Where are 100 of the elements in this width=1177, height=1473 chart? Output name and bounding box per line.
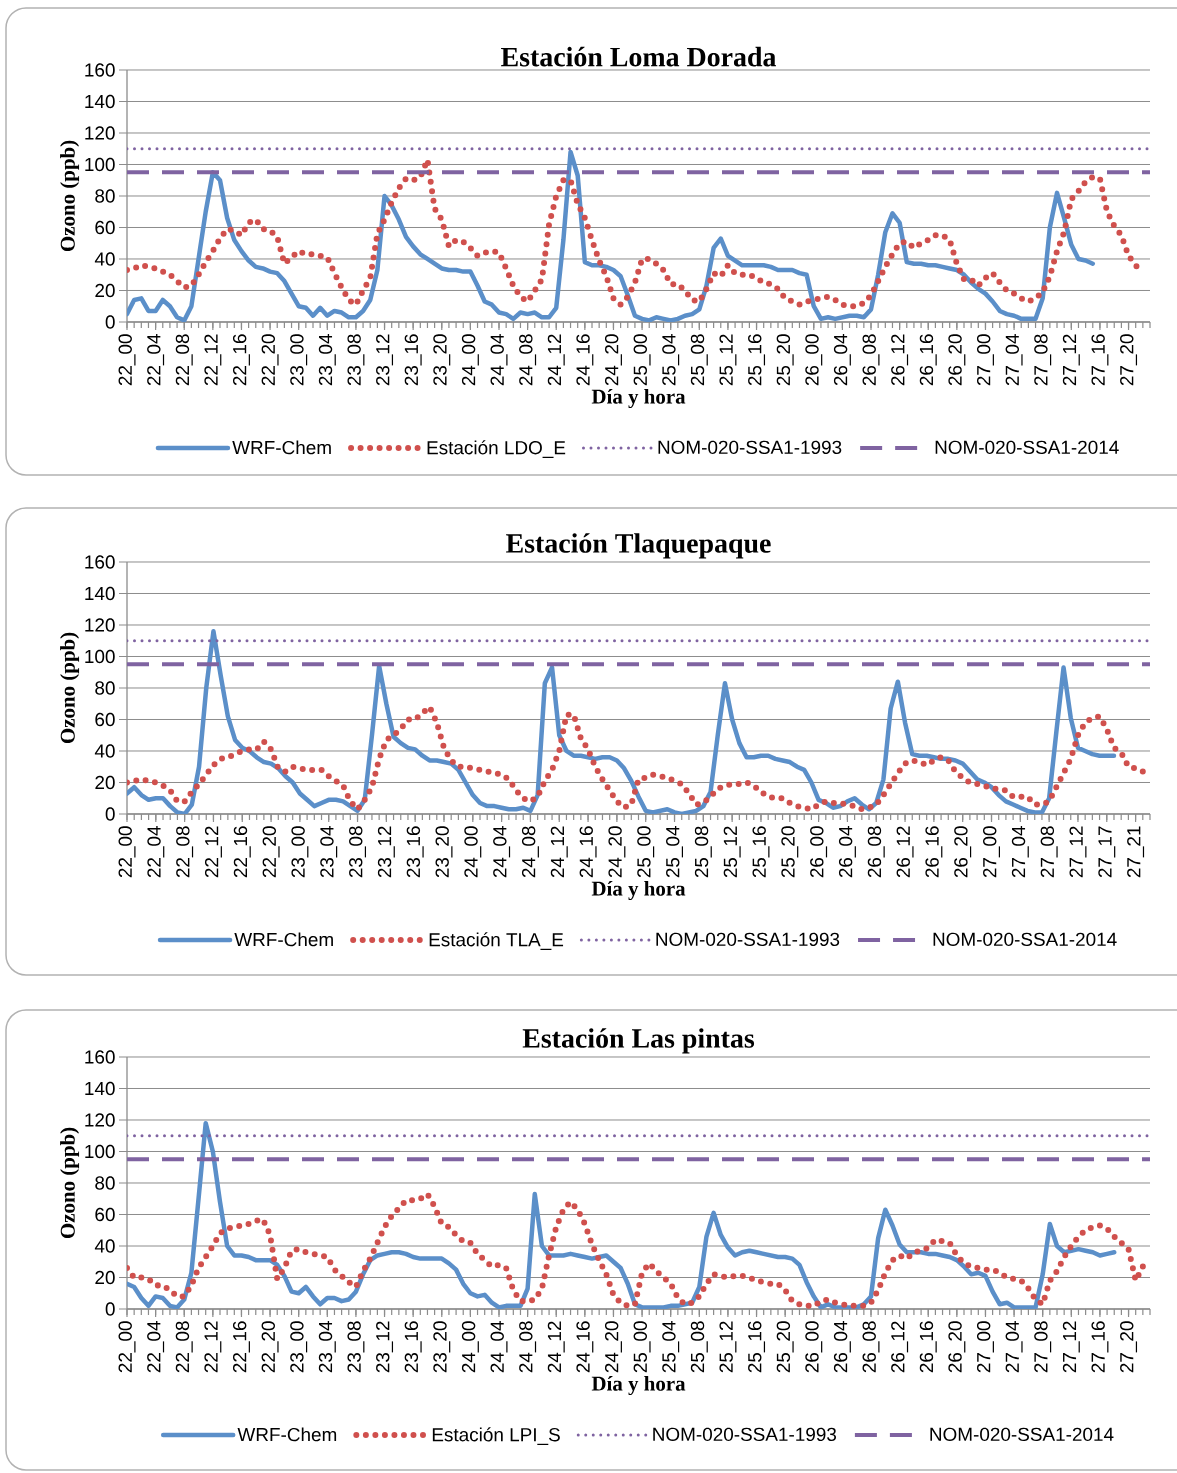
- y-tick-label: 40: [94, 1239, 115, 1253]
- x-tick-label: 25_20: [781, 826, 799, 878]
- x-tick-label: 23_04: [318, 334, 336, 386]
- x-tick-label: 27_17: [1098, 826, 1116, 878]
- x-tick-label: 27_16: [1091, 1321, 1109, 1373]
- y-tick-label: 40: [94, 252, 115, 266]
- y-tick-label: 100: [85, 157, 115, 172]
- x-tick-label: 25_00: [637, 826, 655, 878]
- x-tick-label: 23_08: [347, 1321, 365, 1373]
- x-tick-label: 23_08: [349, 826, 367, 878]
- y-tick-label: 60: [95, 712, 115, 727]
- x-tick-label: 27_04: [1005, 334, 1023, 386]
- y-tick-label: 20: [95, 775, 115, 790]
- x-tick-label: 23_16: [404, 334, 422, 386]
- x-tick-label: 27_04: [1011, 826, 1029, 878]
- x-tick-label: 22_04: [147, 1321, 165, 1373]
- x-tick-label: 24_16: [576, 1321, 594, 1373]
- x-tick-label: 22_16: [232, 334, 250, 386]
- x-tick-label: 26_04: [838, 826, 856, 878]
- x-tick-label: 24_08: [519, 1321, 537, 1373]
- y-tick-label: 140: [85, 1081, 115, 1096]
- x-tick-label: 25_00: [633, 1321, 651, 1373]
- x-tick-label: 27_20: [1120, 334, 1138, 386]
- x-tick-label: 23_16: [406, 826, 424, 878]
- x-tick-label: 27_00: [976, 334, 994, 386]
- x-tick-label: 23_20: [433, 334, 451, 386]
- x-tick-label: 23_12: [376, 1321, 394, 1373]
- y-tick-label: 0: [105, 315, 115, 329]
- x-tick-label: 23_20: [435, 826, 453, 878]
- x-tick-label: 24_20: [604, 334, 622, 386]
- x-tick-label: 24_00: [461, 1321, 479, 1373]
- x-tick-label: 24_04: [490, 334, 508, 386]
- x-tick-label: 27_12: [1062, 1321, 1080, 1373]
- x-tick-label: 25_08: [694, 826, 712, 878]
- y-axis-title: Ozono (ppb): [60, 632, 80, 744]
- x-tick-label: 27_00: [976, 1321, 994, 1373]
- x-tick-label: 23_04: [318, 1321, 336, 1373]
- x-tick-label: 24_16: [576, 334, 594, 386]
- x-tick-label: 25_08: [690, 334, 708, 386]
- x-tick-label: 22_20: [262, 826, 280, 878]
- x-tick-label: 22_00: [118, 826, 136, 878]
- x-tick-label: 26_04: [833, 1321, 851, 1373]
- x-tick-label: 26_20: [948, 1321, 966, 1373]
- x-tick-label: 22_20: [261, 334, 279, 386]
- x-tick-label: 24_12: [547, 334, 565, 386]
- legend-label: NOM-020-SSA1-1993: [656, 932, 840, 947]
- chart-title: Estación Tlaquepaque: [506, 533, 771, 559]
- x-tick-label: 27_16: [1091, 334, 1109, 386]
- x-tick-label: 24_08: [521, 826, 539, 878]
- x-tick-label: 22_16: [233, 826, 251, 878]
- y-tick-label: 80: [95, 1176, 115, 1190]
- x-tick-label: 26_12: [896, 826, 914, 878]
- x-tick-label: 27_21: [1127, 826, 1145, 878]
- legend-label: NOM-020-SSA1-1993: [653, 1427, 837, 1442]
- x-tick-label: 27_08: [1034, 1321, 1052, 1373]
- x-tick-label: 27_08: [1034, 334, 1052, 386]
- y-tick-label: 100: [85, 649, 115, 664]
- y-tick-label: 160: [85, 1050, 115, 1064]
- x-tick-label: 24_12: [547, 1321, 565, 1373]
- x-tick-label: 22_12: [204, 1321, 222, 1373]
- x-tick-label: 27_20: [1120, 1321, 1138, 1373]
- x-tick-label: 24_00: [464, 826, 482, 878]
- x-tick-label: 22_12: [204, 334, 222, 386]
- y-tick-label: 0: [105, 1302, 115, 1316]
- legend-label: WRF-Chem: [237, 1427, 337, 1442]
- legend-label: NOM-020-SSA1-2014: [930, 1427, 1114, 1442]
- x-tick-label: 25_12: [719, 1321, 737, 1373]
- chart-title: Estación Loma Dorada: [501, 46, 776, 67]
- x-tick-label: 22_08: [176, 826, 194, 878]
- x-tick-label: 24_04: [490, 1321, 508, 1373]
- x-tick-label: 23_04: [320, 826, 338, 878]
- x-tick-label: 24_16: [579, 826, 597, 878]
- legend-label: NOM-020-SSA1-2014: [933, 932, 1117, 947]
- legend-label: Estación TLA_E: [429, 932, 564, 950]
- y-axis-title: Ozono (ppb): [60, 140, 80, 252]
- x-tick-label: 22_16: [232, 1321, 250, 1373]
- x-tick-label: 24_20: [604, 1321, 622, 1373]
- x-axis-title: Día y hora: [591, 388, 686, 409]
- x-tick-label: 24_00: [461, 334, 479, 386]
- x-tick-label: 26_04: [833, 334, 851, 386]
- x-tick-label: 26_12: [891, 1321, 909, 1373]
- x-tick-label: 25_00: [633, 334, 651, 386]
- y-tick-label: 140: [85, 94, 115, 109]
- y-tick-label: 100: [85, 1144, 115, 1159]
- x-tick-label: 26_12: [891, 334, 909, 386]
- x-tick-label: 23_20: [433, 1321, 451, 1373]
- x-tick-label: 25_04: [662, 334, 680, 386]
- x-tick-label: 25_16: [748, 1321, 766, 1373]
- x-tick-label: 23_00: [290, 334, 308, 386]
- x-tick-label: 22_00: [118, 334, 136, 386]
- legend-label: Estación LDO_E: [427, 440, 566, 458]
- chart-title: Estación Las pintas: [522, 1028, 755, 1054]
- x-axis-title: Día y hora: [591, 881, 686, 901]
- legend-label: NOM-020-SSA1-2014: [935, 440, 1119, 455]
- y-axis-title: Ozono (ppb): [60, 1127, 80, 1239]
- x-tick-label: 26_00: [805, 1321, 823, 1373]
- y-tick-label: 120: [85, 618, 115, 632]
- x-tick-label: 23_00: [290, 1321, 308, 1373]
- legend-label: WRF-Chem: [234, 932, 333, 947]
- x-tick-label: 27_08: [1040, 826, 1058, 878]
